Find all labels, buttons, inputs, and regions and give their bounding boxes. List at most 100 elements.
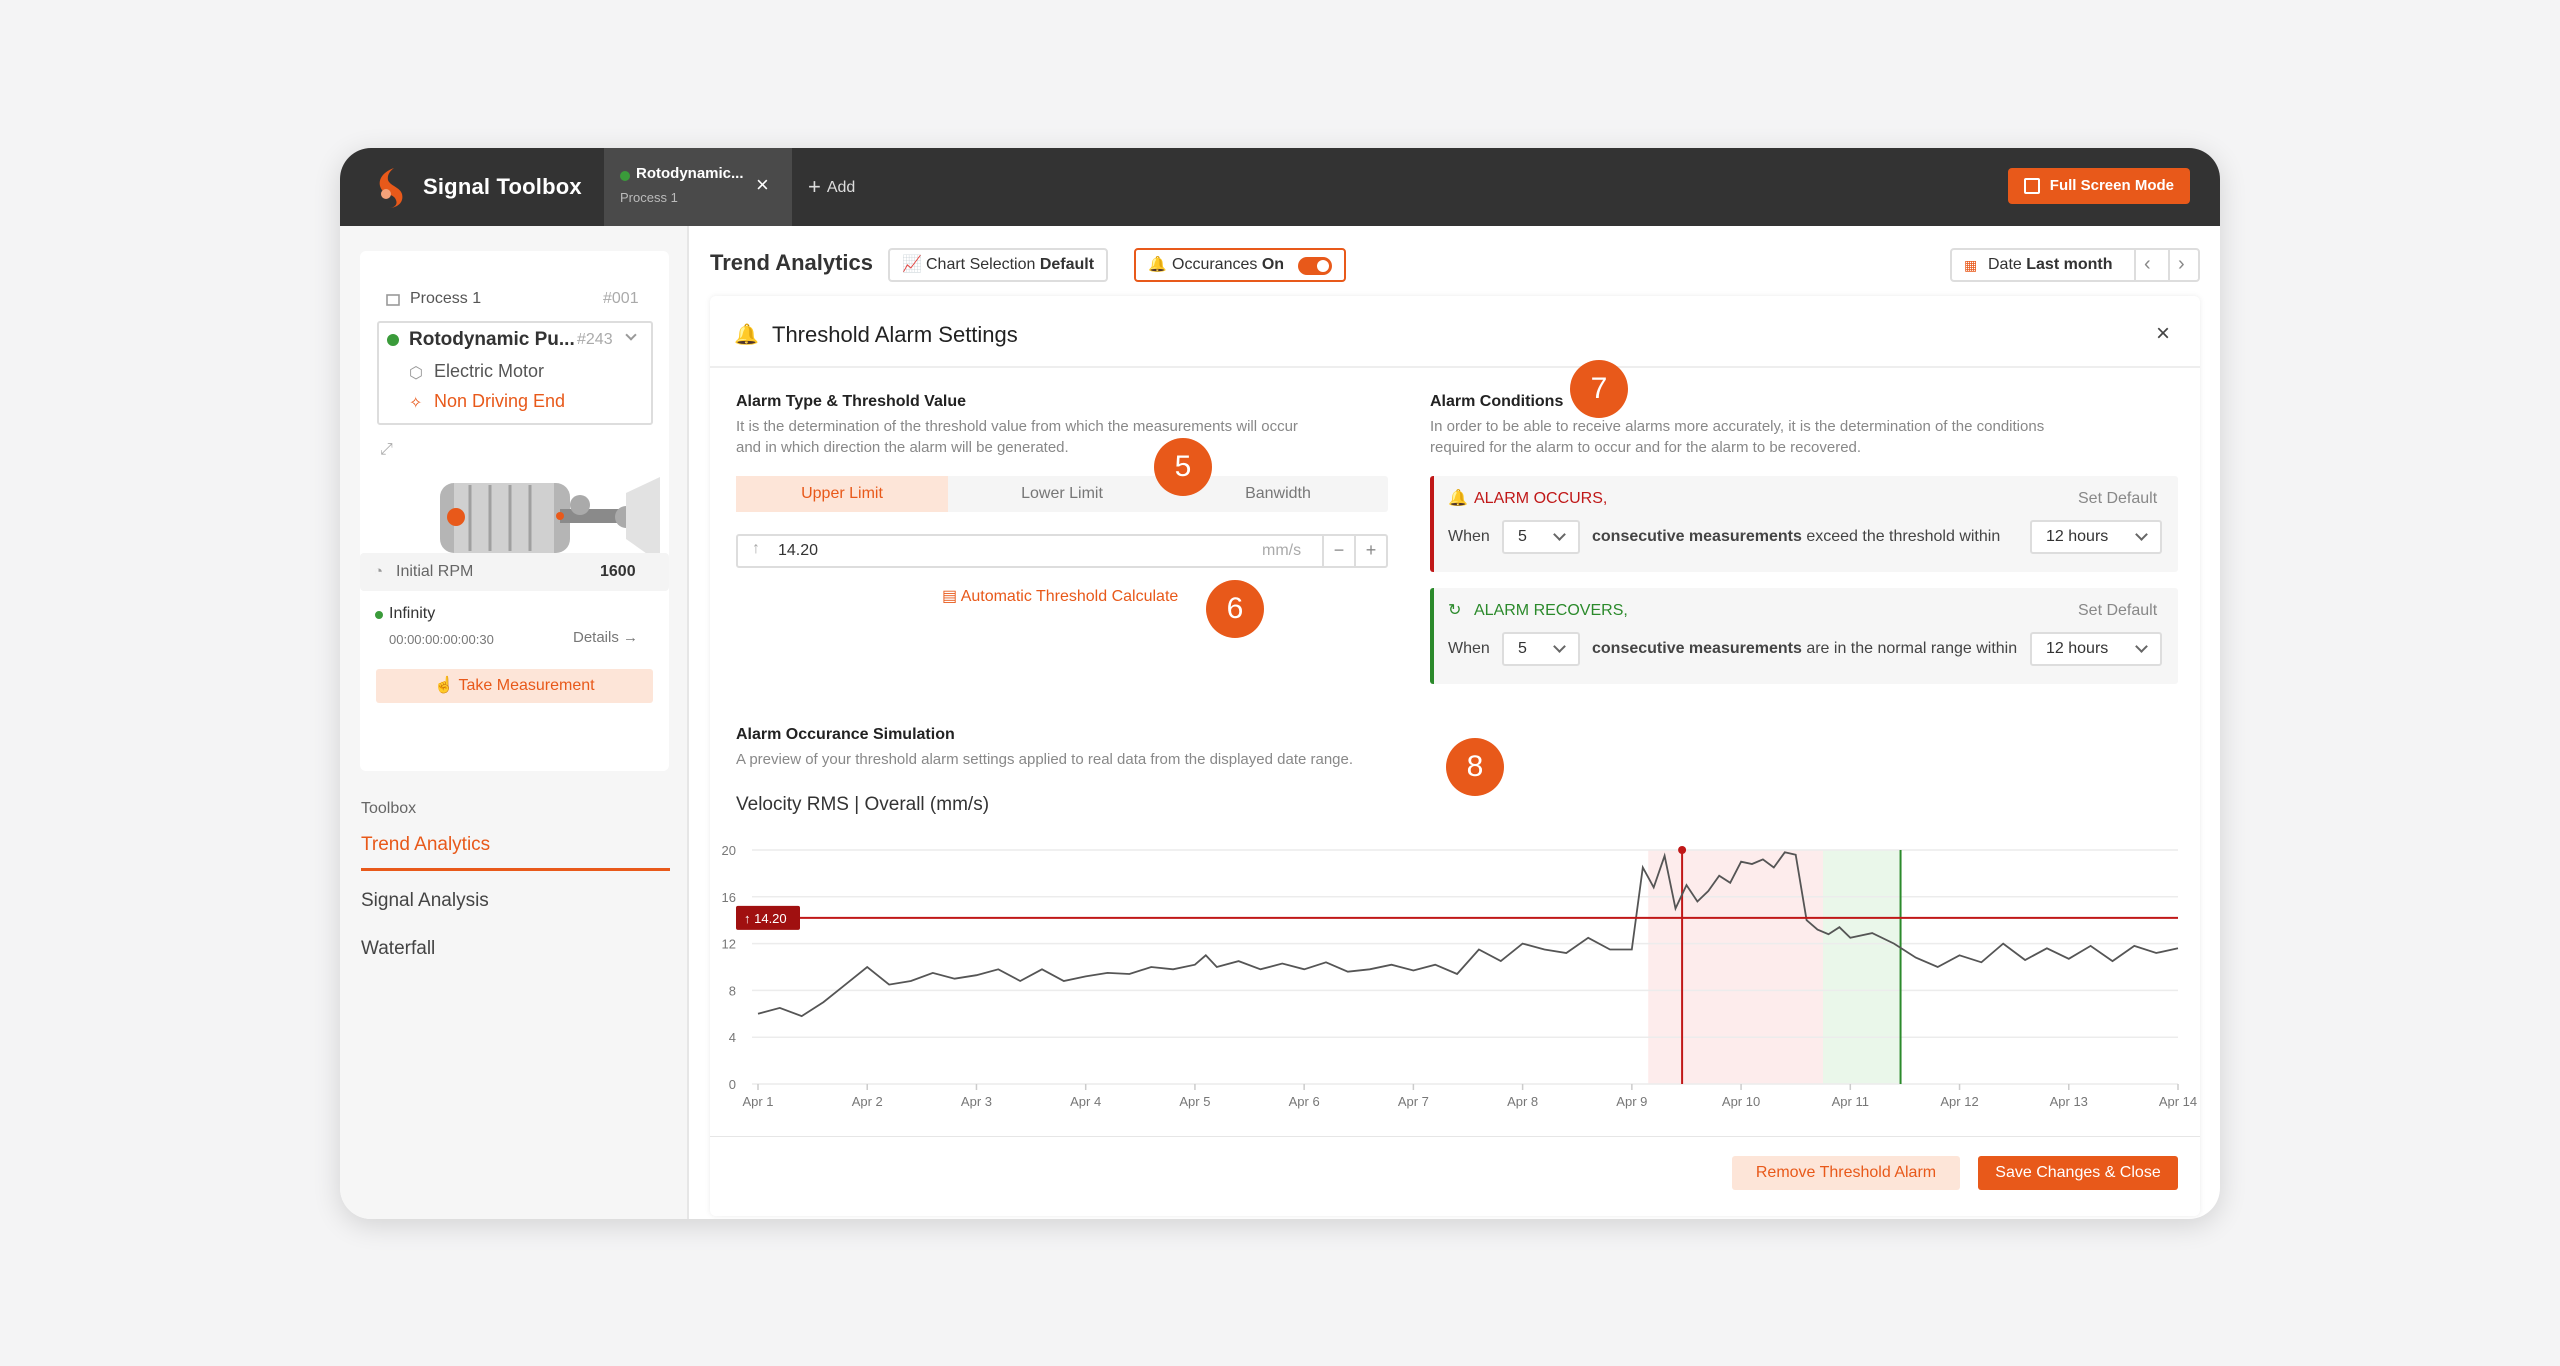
chart-selection-value: Default <box>1039 256 1095 273</box>
next-date-icon[interactable]: › <box>2178 253 2185 275</box>
gauge-icon: ◔ <box>374 563 384 580</box>
remove-threshold-button[interactable]: Remove Threshold Alarm <box>1732 1156 1960 1190</box>
tab-rotodynamic[interactable]: Rotodynamic... Process 1 × <box>604 148 792 226</box>
recovers-window-select[interactable]: 12 hours <box>2030 632 2162 666</box>
save-changes-button[interactable]: Save Changes & Close <box>1978 1156 2178 1190</box>
chart-selection-button[interactable]: 📈 Chart Selection Default <box>888 248 1109 282</box>
occurs-window: 12 hours <box>2046 528 2109 545</box>
occurs-text: consecutive measurements exceed the thre… <box>1592 528 2001 545</box>
tab-title: Rotodynamic... <box>636 165 744 182</box>
asset-name: Rotodynamic Pu... <box>409 329 575 350</box>
type-section-desc-1: It is the determination of the threshold… <box>736 418 1298 435</box>
signal-toolbox-logo-icon <box>379 168 403 208</box>
chart-title: Velocity RMS | Overall (mm/s) <box>736 794 990 815</box>
occurances-label: Occurances <box>1172 256 1258 273</box>
arrow-up-icon: ↑ <box>752 540 760 557</box>
add-tab-button[interactable]: + Add <box>808 174 855 200</box>
recovers-count: 5 <box>1518 640 1527 657</box>
alarm-bell-icon: 🔔 <box>1448 490 1468 507</box>
y-tick-label: 16 <box>722 890 736 905</box>
app-brand: Signal Toolbox <box>423 174 582 199</box>
calendar-icon: ▦ <box>1964 257 1978 273</box>
occurs-set-default[interactable]: Set Default <box>2078 490 2158 507</box>
full-screen-label: Full Screen Mode <box>2049 177 2174 194</box>
step-badge-6: 6 <box>1206 580 1264 638</box>
step-badge-8: 8 <box>1446 738 1504 796</box>
toggle-switch[interactable] <box>1298 257 1333 275</box>
arrow-right-icon: → <box>623 629 639 646</box>
page-title: Trend Analytics <box>710 250 874 275</box>
close-icon[interactable]: × <box>2156 320 2171 347</box>
x-tick-label: Apr 3 <box>961 1094 992 1109</box>
process-label: Process 1 <box>410 290 482 307</box>
series-line <box>757 851 2179 1018</box>
alarm-region <box>1648 850 1823 1084</box>
threshold-input[interactable]: ↑ 14.20 mm/s − + <box>736 534 1388 568</box>
x-tick-label: Apr 4 <box>1070 1094 1101 1109</box>
chevron-down-icon[interactable] <box>625 329 637 341</box>
threshold-value: 14.20 <box>778 542 819 559</box>
recovers-when: When <box>1448 640 1490 657</box>
refresh-icon: ↻ <box>1448 602 1462 619</box>
asset-id: #243 <box>577 331 613 348</box>
close-tab-icon[interactable]: × <box>756 172 769 197</box>
asset-child-motor[interactable]: Electric Motor <box>434 361 545 381</box>
threshold-unit: mm/s <box>1262 542 1302 559</box>
sim-desc: A preview of your threshold alarm settin… <box>736 751 1354 768</box>
details-link[interactable]: Details → <box>573 629 638 646</box>
take-measurement-button[interactable]: ☝ Take Measurement <box>376 669 653 703</box>
full-screen-button[interactable]: Full Screen Mode <box>2008 168 2190 204</box>
auto-threshold-link[interactable]: ▤ Automatic Threshold Calculate <box>942 586 1178 606</box>
type-section-title: Alarm Type & Threshold Value <box>736 393 966 410</box>
type-section-desc-2: and in which direction the alarm will be… <box>736 439 1069 456</box>
chart-icon: 📈 <box>902 256 922 273</box>
details-label: Details <box>573 629 619 646</box>
prev-date-icon[interactable]: ‹ <box>2144 253 2151 275</box>
asset-status-dot <box>387 334 399 346</box>
type-upper-limit[interactable]: Upper Limit <box>736 476 948 512</box>
expand-icon[interactable]: ⤢ <box>380 441 393 458</box>
sidebar: Process 1 #001 Rotodynamic Pu... #243 ⬡ … <box>340 226 689 1219</box>
increment-button[interactable]: + <box>1354 536 1386 566</box>
sidebar-item-trend-analytics[interactable]: Trend Analytics <box>361 834 491 855</box>
y-tick-label: 8 <box>729 983 736 998</box>
velocity-chart: 0 4 8 12 16 20 Apr 1 Apr 2 Apr 3 Apr 4 Apr 5 Apr 6 A… <box>722 843 2198 1109</box>
occurs-count: 5 <box>1518 528 1527 545</box>
asset-child-nde[interactable]: Non Driving End <box>434 391 566 411</box>
occurs-title: ALARM OCCURS, <box>1474 490 1608 507</box>
chevron-down-icon <box>1553 528 1566 541</box>
threshold-label-box <box>736 905 800 930</box>
type-bandwidth[interactable]: Banwidth <box>1245 485 1311 502</box>
y-tick-label: 20 <box>722 843 736 858</box>
chevron-down-icon <box>1553 640 1566 653</box>
recovers-count-select[interactable]: 5 <box>1502 632 1580 666</box>
decrement-button[interactable]: − <box>1322 536 1354 566</box>
cube-icon: ⬡ <box>409 365 423 382</box>
recovers-window: 12 hours <box>2046 640 2109 657</box>
hand-icon: ☝ <box>434 677 455 694</box>
toolbox-label: Toolbox <box>361 800 417 817</box>
sidebar-item-waterfall[interactable]: Waterfall <box>361 938 436 959</box>
recovers-title: ALARM RECOVERS, <box>1474 602 1628 619</box>
toggle-knob <box>1317 260 1330 272</box>
bell-icon: 🔔 <box>1148 256 1167 273</box>
date-range-button[interactable]: ▦ Date Last month ‹ › <box>1950 248 2200 282</box>
calculator-icon: ▤ <box>942 588 958 605</box>
initial-rpm-value: 1600 <box>600 563 636 580</box>
status-dot <box>375 611 383 619</box>
sidebar-item-signal-analysis[interactable]: Signal Analysis <box>361 890 489 911</box>
occurs-count-select[interactable]: 5 <box>1502 520 1580 554</box>
initial-rpm-row: ◔ Initial RPM 1600 <box>360 553 669 591</box>
x-tick-label: Apr 1 <box>742 1094 773 1109</box>
tab-status-dot <box>620 171 630 181</box>
x-tick-label: Apr 9 <box>1616 1094 1647 1109</box>
x-tick-label: Apr 14 <box>2159 1094 2197 1109</box>
recovers-set-default[interactable]: Set Default <box>2078 602 2158 619</box>
asset-tree[interactable]: Rotodynamic Pu... #243 ⬡ Electric Motor … <box>377 321 653 425</box>
type-lower-limit[interactable]: Lower Limit <box>1021 485 1103 502</box>
occurances-toggle[interactable]: 🔔 Occurances On <box>1134 248 1347 282</box>
full-screen-icon <box>2024 178 2040 194</box>
tab-subtitle: Process 1 <box>620 190 678 205</box>
occurs-window-select[interactable]: 12 hours <box>2030 520 2162 554</box>
bell-icon: 🔔 <box>734 324 759 346</box>
